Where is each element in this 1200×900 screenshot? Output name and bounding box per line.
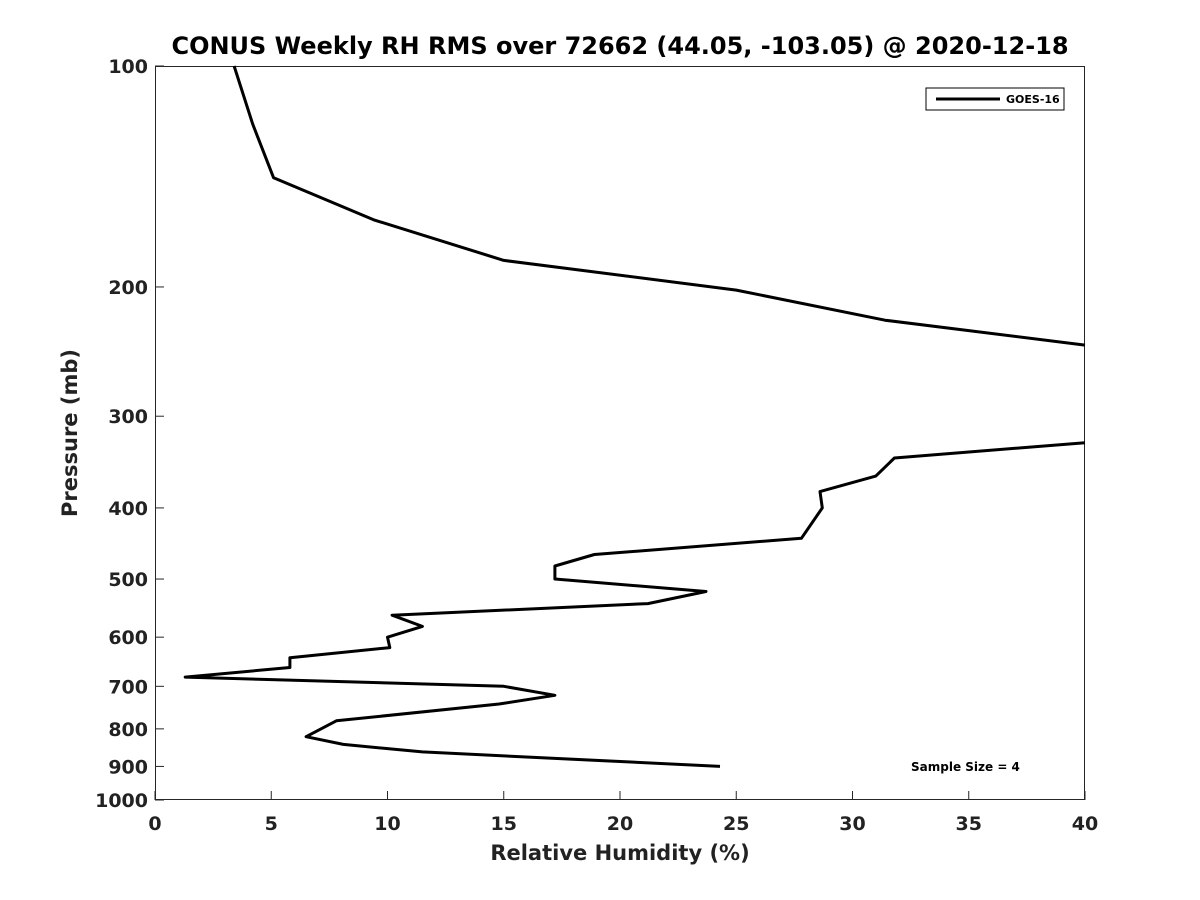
chart-title: CONUS Weekly RH RMS over 72662 (44.05, -… — [171, 32, 1068, 60]
y-tick-label: 200 — [108, 277, 148, 299]
x-tick-label: 25 — [723, 813, 749, 835]
plot-axes — [155, 66, 1085, 800]
y-tick-label: 900 — [108, 756, 148, 778]
x-tick-label: 35 — [956, 813, 982, 835]
x-axis-label: Relative Humidity (%) — [490, 841, 749, 865]
series-line-goes-16-segment-2 — [183, 441, 1086, 768]
x-tick-label: 30 — [839, 813, 865, 835]
y-tick-label: 1000 — [95, 790, 148, 812]
y-tick-label: 600 — [108, 627, 148, 649]
x-tick-label: 40 — [1072, 813, 1098, 835]
y-axis-label: Pressure (mb) — [58, 349, 82, 517]
legend-entry-goes-16: GOES-16 — [1006, 93, 1060, 106]
series-group — [183, 65, 1086, 768]
y-tick-label: 800 — [108, 719, 148, 741]
y-tick-label: 300 — [108, 406, 148, 428]
x-tick-label: 5 — [265, 813, 278, 835]
y-tick-label: 500 — [108, 569, 148, 591]
y-tick-label: 700 — [108, 676, 148, 698]
legend: GOES-16 — [925, 87, 1065, 111]
y-axis-ticks: 100 200 300 400 500 600 700 800 900 1000 — [95, 56, 164, 812]
series-line-goes-16-segment-1 — [232, 65, 1086, 347]
x-axis-ticks: 0 5 10 15 20 25 30 35 40 — [148, 791, 1098, 835]
x-tick-label: 10 — [374, 813, 400, 835]
plot-frame — [155, 66, 1085, 800]
y-tick-label: 100 — [108, 56, 148, 78]
x-tick-label: 20 — [607, 813, 633, 835]
y-tick-label: 400 — [108, 498, 148, 520]
x-tick-label: 0 — [148, 813, 161, 835]
x-tick-label: 15 — [491, 813, 517, 835]
sample-size-annotation: Sample Size = 4 — [911, 760, 1020, 774]
